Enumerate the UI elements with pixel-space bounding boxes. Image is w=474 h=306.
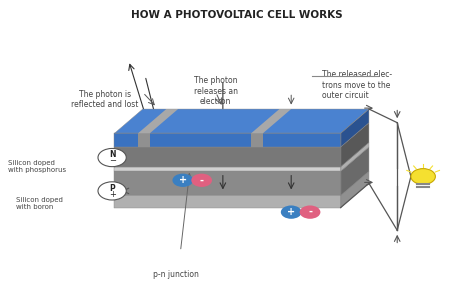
Polygon shape [341, 171, 369, 207]
Text: P: P [109, 184, 115, 193]
Polygon shape [115, 196, 341, 207]
Polygon shape [341, 147, 369, 196]
Polygon shape [115, 171, 341, 196]
Polygon shape [138, 109, 178, 133]
Polygon shape [115, 109, 369, 133]
Circle shape [98, 182, 126, 200]
Polygon shape [341, 142, 369, 171]
Polygon shape [115, 171, 369, 196]
Text: +: + [287, 207, 295, 217]
Circle shape [411, 169, 436, 185]
Polygon shape [251, 109, 291, 133]
Text: The released elec-
trons move to the
outer circuit: The released elec- trons move to the out… [322, 70, 392, 100]
Polygon shape [251, 133, 263, 147]
Text: +: + [179, 175, 187, 185]
Circle shape [300, 205, 320, 219]
Polygon shape [138, 133, 150, 147]
Text: N: N [109, 150, 115, 159]
Polygon shape [115, 167, 341, 171]
Circle shape [191, 174, 212, 187]
Polygon shape [115, 142, 369, 167]
Text: HOW A PHOTOVOLTAIC CELL WORKS: HOW A PHOTOVOLTAIC CELL WORKS [131, 10, 343, 21]
Text: −: − [109, 156, 116, 165]
Polygon shape [115, 133, 341, 147]
Circle shape [173, 174, 193, 187]
Text: -: - [200, 175, 204, 185]
Text: p-n junction: p-n junction [153, 270, 199, 279]
Polygon shape [115, 147, 369, 171]
Text: -: - [308, 207, 312, 217]
Text: The photon
releases an
electron: The photon releases an electron [194, 76, 238, 106]
Polygon shape [341, 123, 369, 167]
Text: The photon is
reflected and lost: The photon is reflected and lost [72, 90, 139, 109]
Polygon shape [115, 123, 369, 147]
Text: +: + [109, 190, 116, 199]
Circle shape [98, 148, 126, 167]
Text: Silicon doped
with phosphorus: Silicon doped with phosphorus [9, 160, 66, 173]
Circle shape [281, 205, 301, 219]
Polygon shape [115, 147, 341, 167]
Text: Silicon doped
with boron: Silicon doped with boron [16, 196, 63, 210]
Polygon shape [341, 109, 369, 147]
